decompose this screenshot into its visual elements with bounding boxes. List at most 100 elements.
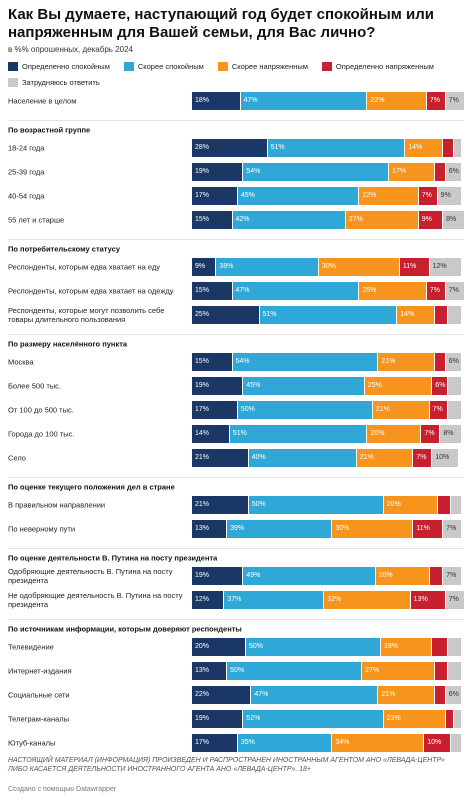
value-label: 11%: [402, 263, 417, 270]
bar-segment: 13%: [410, 591, 446, 609]
bar-row: 21% 40% 21% 7% 10%: [192, 449, 466, 467]
bar-segment: 22%: [192, 686, 252, 704]
value-label: 50%: [249, 643, 264, 650]
legend-swatch: [8, 78, 18, 87]
bar-segment: 42%: [232, 211, 346, 229]
value-label: 39%: [230, 525, 245, 532]
bar-segment: 25%: [364, 377, 433, 395]
bar-segment: 50%: [237, 401, 373, 419]
bar-segment: [448, 377, 462, 395]
value-label: 6%: [435, 382, 446, 389]
bar-segment: 8%: [440, 425, 462, 443]
group-title: По потребительскому статусу: [8, 244, 120, 254]
bar-row: 15% 42% 27% 9% 8%: [192, 211, 466, 229]
row-label: Москва: [8, 357, 34, 367]
value-label: 32%: [327, 596, 342, 603]
bar-segment: 6%: [445, 686, 462, 704]
bar-row: 17% 45% 22% 7% 9%: [192, 187, 466, 205]
value-label: 17%: [392, 168, 407, 175]
value-label: 19%: [195, 382, 210, 389]
bar-segment: 20%: [383, 496, 438, 514]
bar-segment: 19%: [192, 710, 244, 728]
value-label: 7%: [429, 97, 440, 104]
value-label: 54%: [235, 358, 250, 365]
bar-segment: 30%: [318, 258, 400, 276]
value-label: 7%: [421, 192, 432, 199]
bar-segment: 47%: [251, 686, 379, 704]
value-label: 25%: [362, 287, 377, 294]
bar-segment: [437, 496, 452, 514]
value-label: 7%: [448, 287, 459, 294]
value-label: 7%: [432, 406, 443, 413]
bar-segment: [434, 353, 446, 371]
bar-row: 9% 38% 30% 11% 12%: [192, 258, 466, 276]
value-label: 7%: [446, 572, 457, 579]
bar-row: 15% 54% 21% 6%: [192, 353, 466, 371]
bar-row: 22% 47% 21% 6%: [192, 686, 466, 704]
bar-segment: 7%: [426, 92, 446, 110]
bar-segment: [434, 163, 446, 181]
bar-segment: [434, 662, 449, 680]
value-label: 7%: [446, 525, 457, 532]
bar-row: 19% 54% 17% 6%: [192, 163, 466, 181]
bar-segment: 25%: [359, 282, 427, 300]
bar-segment: 27%: [345, 211, 419, 229]
row-label: Интернет-издания: [8, 666, 72, 676]
legend-swatch: [123, 62, 134, 71]
value-label: 30%: [335, 525, 350, 532]
bar-segment: 11%: [399, 258, 430, 276]
bar-row: 17% 35% 34% 10%: [192, 734, 466, 752]
value-label: 30%: [321, 263, 336, 270]
value-label: 20%: [370, 430, 385, 437]
value-label: 19%: [384, 643, 399, 650]
value-label: 27%: [365, 667, 380, 674]
bar-segment: 19%: [192, 163, 244, 181]
value-label: 20%: [378, 572, 393, 579]
value-label: 28%: [195, 144, 210, 151]
bar-segment: 39%: [227, 520, 333, 538]
value-label: 8%: [446, 216, 457, 223]
value-label: 7%: [448, 97, 459, 104]
value-label: 9%: [195, 263, 206, 270]
value-label: 52%: [246, 715, 261, 722]
separator: [8, 120, 464, 121]
bar-row: 20% 50% 19%: [192, 638, 466, 656]
separator: [8, 239, 464, 240]
bar-segment: [429, 567, 444, 585]
legend-swatch: [321, 62, 332, 71]
bar-segment: 19%: [192, 377, 244, 395]
bar-segment: 21%: [378, 686, 435, 704]
value-label: 6%: [448, 358, 459, 365]
value-label: 54%: [246, 168, 261, 175]
bar-segment: [443, 139, 454, 157]
bar-segment: 50%: [248, 496, 384, 514]
row-label: По неверному пути: [8, 524, 76, 534]
separator: [8, 334, 464, 335]
legend-swatch: [217, 62, 228, 71]
bar-segment: [448, 306, 462, 324]
value-label: 19%: [195, 572, 210, 579]
legend: Определенно спокойным Скорее спокойным Ско…: [8, 60, 468, 92]
bar-segment: 51%: [267, 139, 406, 157]
legend-label: Затрудняюсь ответить: [22, 78, 100, 87]
bar-row: 14% 51% 20% 7% 8%: [192, 425, 466, 443]
bar-segment: 14%: [397, 306, 435, 324]
value-label: 12%: [195, 596, 210, 603]
separator: [8, 548, 464, 549]
value-label: 22%: [370, 97, 385, 104]
row-label: Ютуб-каналы: [8, 738, 56, 748]
value-label: 47%: [235, 287, 250, 294]
value-label: 15%: [195, 358, 210, 365]
value-label: 19%: [195, 715, 210, 722]
bar-segment: 7%: [413, 449, 433, 467]
value-label: 21%: [195, 501, 210, 508]
credit: Создано с помощью Datawrapper: [8, 786, 117, 793]
bar-segment: 9%: [437, 187, 462, 205]
value-label: 7%: [429, 287, 441, 294]
value-label: 10%: [435, 454, 450, 461]
legend-label: Определенно напряженным: [335, 62, 434, 71]
value-label: 21%: [381, 358, 396, 365]
value-label: 21%: [195, 454, 210, 461]
bar-segment: 35%: [237, 734, 333, 752]
